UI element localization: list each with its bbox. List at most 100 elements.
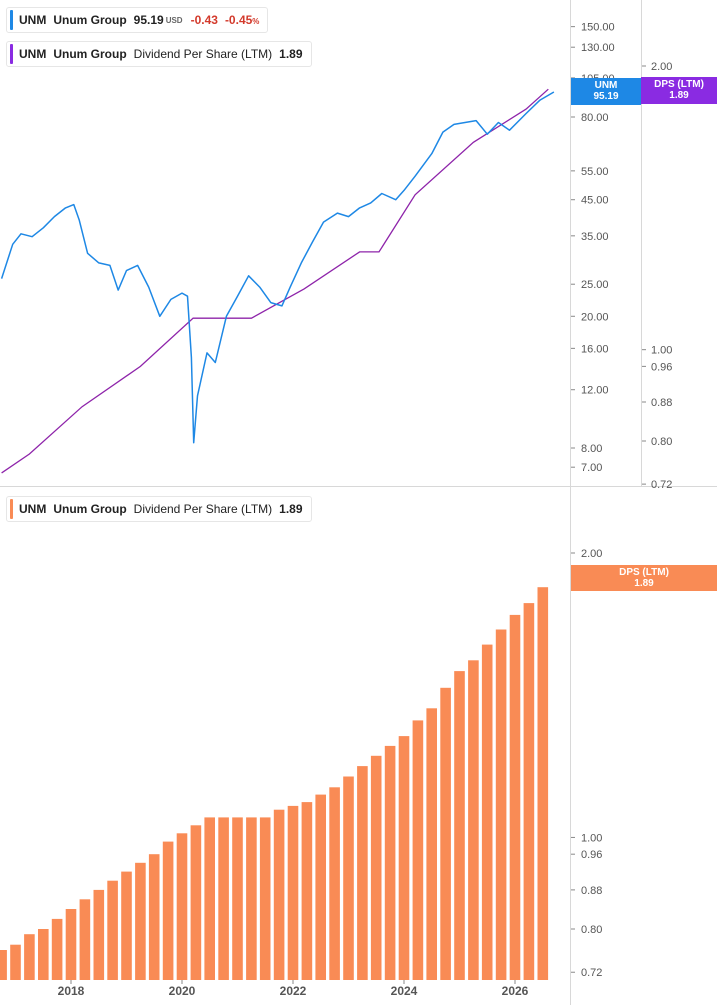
legend-company: Unum Group [53,47,127,61]
price-axis-tick-label: 25.00 [581,279,609,291]
legend-dps-value: 1.89 [279,47,303,61]
dps-bar [204,817,215,980]
dps-axis-tick-label: 0.80 [651,436,672,448]
dps-bar [454,671,465,980]
x-axis-tick-label: 2022 [280,984,307,998]
dps-bar [412,720,424,980]
dps-bar [329,787,340,980]
dps-bar [509,614,521,980]
dps-top-badge-value: 1.89 [669,90,689,101]
dps-axis-tick-label: 0.96 [651,361,672,373]
dps-bar [398,736,410,980]
dps-bar [537,587,549,980]
bar-axis-tick-label: 0.96 [581,849,602,861]
dps-bottom-badge: DPS (LTM) 1.89 [571,565,717,591]
dps-bar [24,934,35,980]
legend-change: -0.43 [190,13,218,27]
dps-bar [121,871,132,980]
dps-bar [301,802,313,980]
legend-dps-top[interactable]: UNM Unum Group Dividend Per Share (LTM) … [6,41,312,67]
legend-dps-value: 1.89 [279,502,303,516]
dps-bar [246,817,257,980]
dps-bar [135,862,146,980]
x-axis-tick-label: 2026 [502,984,529,998]
dps-bar [343,776,354,980]
legend-metric: Dividend Per Share (LTM) [133,47,273,61]
legend-pct-unit: % [252,17,260,26]
legend-price-color [10,10,13,30]
legend-dps-top-color [10,44,13,64]
legend-ticker: UNM [19,47,47,61]
dps-bar [148,854,160,980]
dps-bar [93,889,105,980]
legend-currency: USD [165,15,183,25]
dps-bar [523,603,535,980]
dps-bar [190,825,202,980]
price-line [0,91,555,444]
x-axis-tick-label: 2018 [58,984,85,998]
legend-company: Unum Group [53,502,127,516]
bar-axis-tick-label: 0.80 [581,924,602,936]
dps-bar [38,929,49,980]
price-axis-tick-label: 20.00 [581,311,609,323]
dps-top-badge-label: DPS (LTM) [654,79,704,90]
legend-metric: Dividend Per Share (LTM) [133,502,273,516]
legend-ticker: UNM [19,13,47,27]
dps-axis-tick-label: 1.00 [651,345,672,357]
dps-bar [481,644,493,980]
legend-price-value: 95.19 [133,13,164,27]
dps-bar [440,687,451,980]
price-axis-tick-label: 130.00 [581,42,615,54]
dps-bar [426,708,437,980]
dps-bar [287,805,299,980]
dps-bar [176,833,188,980]
dps-bar [495,629,507,980]
dps-bar [259,817,271,980]
dps-bar [232,817,243,980]
dps-bar [468,660,479,980]
dps-top-badge: DPS (LTM) 1.89 [641,77,717,104]
bar-axis-tick-label: 2.00 [581,548,602,560]
price-badge-ticker: UNM [594,80,618,91]
dps-bar [79,899,91,980]
price-axis-tick-label: 35.00 [581,231,609,243]
price-axis-tick-label: 150.00 [581,22,615,34]
dps-bottom-badge-value: 1.89 [634,578,654,589]
x-axis-tick-label: 2020 [169,984,196,998]
price-axis-tick-label: 12.00 [581,385,609,397]
dps-bar [51,918,63,980]
price-axis-tick-label: 45.00 [581,195,609,207]
x-axis-tick-label: 2024 [391,984,418,998]
dps-bar [107,880,118,980]
dps-bar [273,809,285,980]
dps-bar [370,755,382,980]
dps-axis-tick-label: 0.88 [651,397,672,409]
dps-bar [357,766,368,980]
bar-axis-tick-label: 0.72 [581,967,602,979]
price-axis-tick-label: 55.00 [581,166,609,178]
legend-company: Unum Group [53,13,127,27]
price-axis-tick-label: 8.00 [581,443,602,455]
dps-bar [0,950,7,980]
price-axis-tick-label: 80.00 [581,112,609,124]
dps-line [1,88,549,474]
dps-axis-tick-label: 2.00 [651,61,672,73]
price-axis-tick-label: 16.00 [581,343,609,355]
price-badge-value: 95.19 [593,91,619,102]
dps-bar [10,944,21,980]
dps-bar [162,841,174,980]
legend-price[interactable]: UNM Unum Group 95.19 USD -0.43 -0.45% [6,7,269,33]
legend-dps-bottom-color [10,499,13,519]
dps-bar [315,794,326,980]
legend-ticker: UNM [19,502,47,516]
dps-bottom-badge-label: DPS (LTM) [619,567,669,578]
dps-bar [218,817,229,980]
dps-bar [384,745,396,980]
legend-change-pct: -0.45% [224,13,260,27]
dps-axis-tick-label: 0.72 [651,479,672,491]
dps-bar [65,909,77,980]
bar-axis-tick-label: 1.00 [581,832,602,844]
price-badge: UNM 95.19 [571,78,641,105]
legend-dps-bottom[interactable]: UNM Unum Group Dividend Per Share (LTM) … [6,496,312,522]
